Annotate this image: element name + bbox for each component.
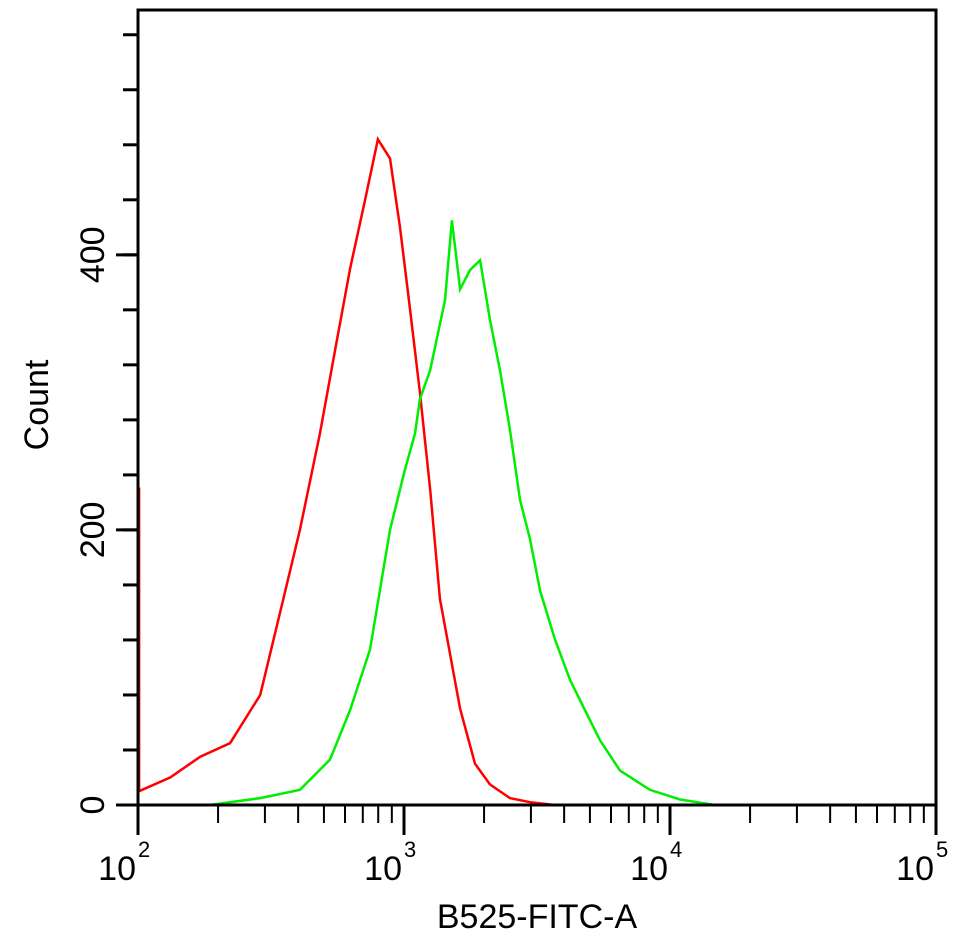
y-axis-label: Count [18, 359, 56, 450]
y-tick-label: 0 [74, 796, 112, 815]
series-line-control [137, 136, 556, 807]
series-line-sample [138, 220, 716, 807]
series-layer [137, 136, 716, 807]
x-tick-label: 10 [896, 850, 934, 888]
x-tick-label: 10 [364, 850, 402, 888]
y-tick-label: 400 [74, 226, 112, 283]
x-tick-exponent: 3 [404, 837, 416, 862]
y-tick-label: 200 [74, 502, 112, 559]
y-ticks: 0 200 400 [74, 33, 138, 815]
x-tick-exponent: 5 [936, 837, 948, 862]
x-tick-exponent: 4 [670, 837, 682, 862]
plot-frame [136, 8, 938, 807]
x-tick-label: 10 [630, 850, 668, 888]
x-axis-label: B525-FITC-A [437, 898, 638, 936]
x-tick-exponent: 2 [138, 837, 150, 862]
x-tick-label: 10 [98, 850, 136, 888]
